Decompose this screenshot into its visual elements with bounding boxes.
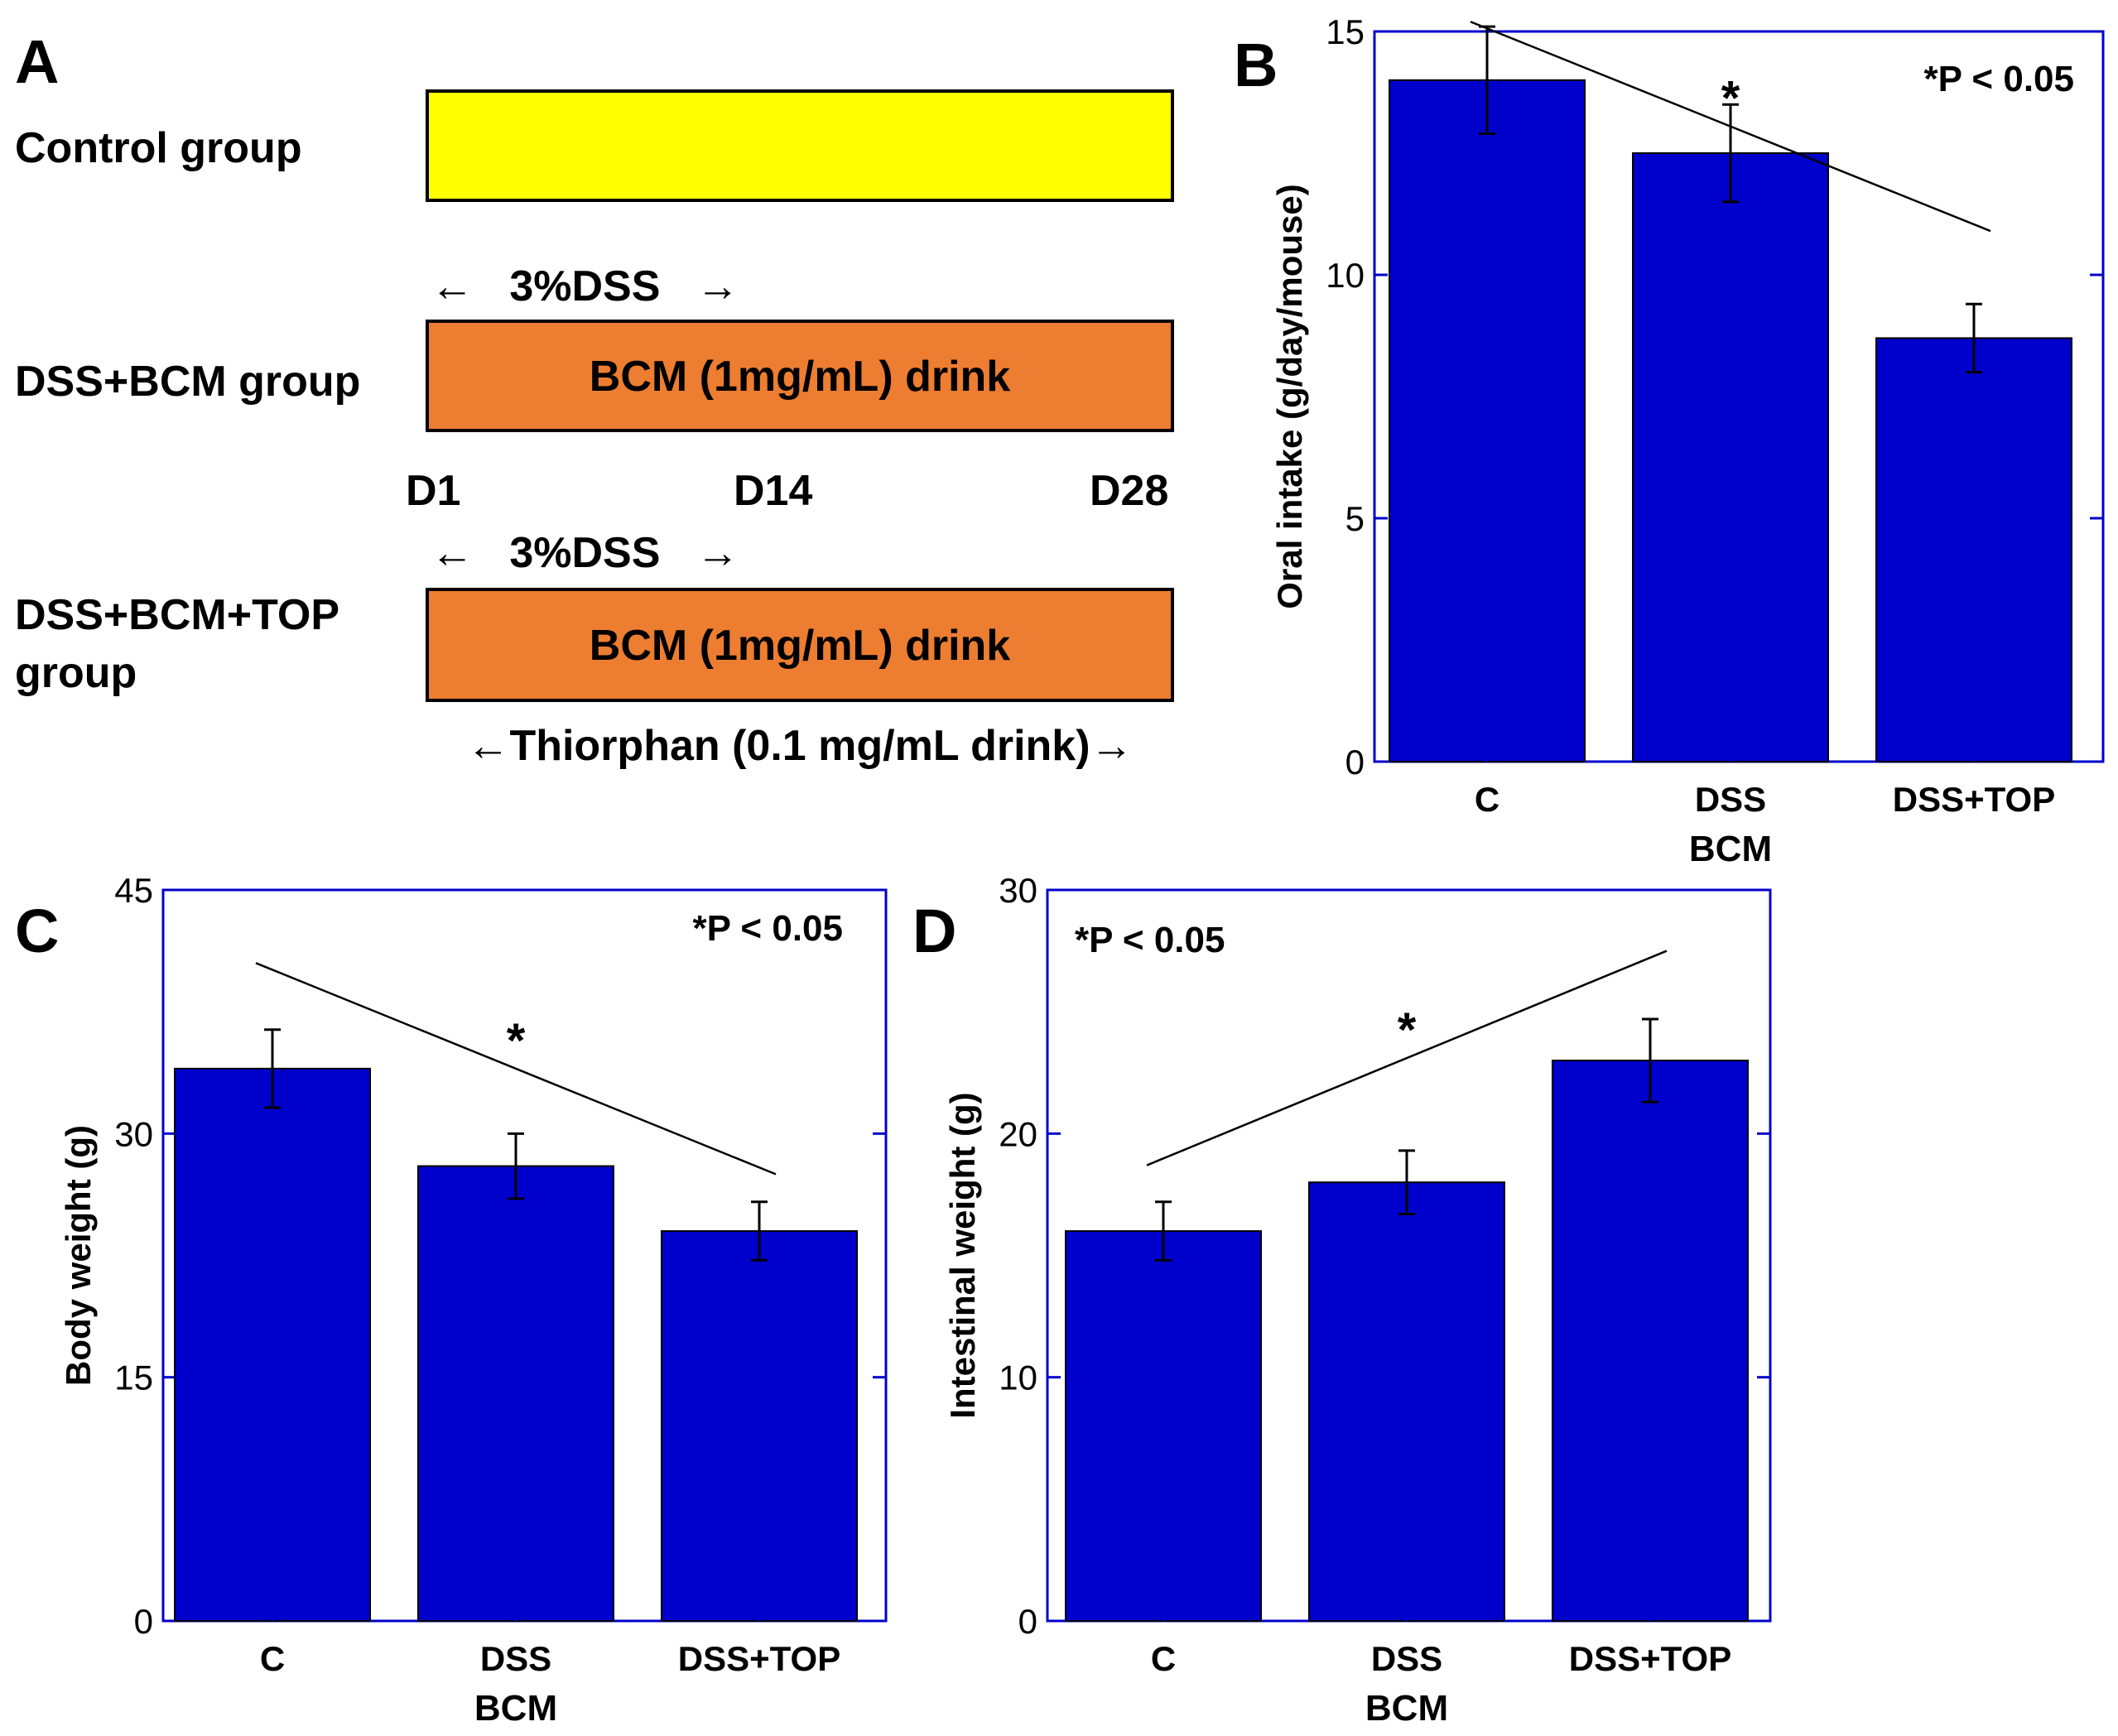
x-tick-label-b-0: C	[1475, 780, 1499, 819]
bar-d-1	[1308, 1181, 1505, 1622]
p-value-annotation-b: *P < 0.05	[1924, 59, 2074, 99]
significance-line-c	[255, 962, 777, 1176]
p-value-annotation-c: *P < 0.05	[693, 908, 843, 949]
y-tick-label-d-1: 10	[999, 1359, 1037, 1397]
chart-panel-d: D 0 10 20 30 C DSS DSS+TOP BCM Intestinal weight…	[912, 871, 1772, 1729]
bar-d-0	[1065, 1230, 1262, 1622]
dss-period-label-1: ← 3%DSS →	[431, 262, 739, 310]
y-axis-label-c: Body weight (g)	[59, 1125, 98, 1386]
y-tick-label-c-0: 0	[134, 1602, 153, 1641]
day-label-d14: D14	[734, 467, 812, 515]
group-label-control: Control group	[15, 124, 302, 172]
panel-label-c: C	[15, 897, 59, 965]
significance-line-b	[1470, 21, 1991, 233]
chart-panel-c: C 0 15 30 45 C DSS DSS+TOP BCM Body weight (g) *P…	[15, 871, 888, 1729]
bar-b-0	[1389, 79, 1586, 763]
significance-star-d: *	[1398, 1003, 1417, 1057]
x-tick-label-d-0: C	[1151, 1639, 1176, 1678]
y-tick-label-d-0: 0	[1018, 1602, 1037, 1641]
p-value-annotation-d: *P < 0.05	[1075, 920, 1225, 960]
x-tick-label-c-2: DSS+TOP	[678, 1639, 840, 1678]
group-label-dss-bcm-top-line2: group	[15, 649, 137, 697]
day-label-d28: D28	[1090, 467, 1168, 515]
dss-bcm-top-group-bar	[426, 588, 1174, 702]
bar-c-0	[174, 1067, 371, 1623]
bar-c-1	[417, 1165, 614, 1622]
x-tick-label-b-1: DSS	[1695, 780, 1766, 819]
y-tick-label-b-3: 15	[1326, 12, 1365, 51]
group-label-dss-bcm-top-line1: DSS+BCM+TOP	[15, 591, 339, 639]
y-tick-label-b-0: 0	[1345, 743, 1365, 781]
panel-label-b: B	[1234, 31, 1278, 99]
y-axis-label-d: Intestinal weight (g)	[943, 1092, 982, 1418]
dss-period-label-2: ← 3%DSS →	[431, 529, 739, 577]
bar-d-2	[1552, 1060, 1749, 1622]
y-tick-label-b-1: 5	[1345, 499, 1365, 538]
x-axis-label-c: BCM	[474, 1688, 557, 1729]
x-tick-label-c-0: C	[260, 1639, 285, 1678]
bar-b-1	[1632, 152, 1829, 762]
significance-star-b: *	[1721, 72, 1740, 126]
x-tick-label-c-1: DSS	[480, 1639, 551, 1678]
significance-line-d	[1146, 950, 1668, 1166]
thiorphan-period-label: ←Thiorphan (0.1 mg/mL drink)→	[466, 722, 1133, 770]
dss-bcm-top-bar-text: BCM (1mg/mL) drink	[590, 622, 1011, 670]
y-tick-label-d-3: 30	[999, 871, 1037, 910]
significance-star-c: *	[507, 1014, 526, 1068]
chart-panel-b: B 0 5 10 15 C DSS DSS+TOP BCM Oral intake (g/day…	[1234, 12, 2105, 869]
panel-a-protocol: A Control group ← 3%DSS → DSS+BCM group …	[15, 27, 1174, 770]
bar-c-2	[661, 1230, 858, 1622]
y-tick-label-d-2: 20	[999, 1114, 1037, 1153]
bar-b-2	[1875, 337, 2072, 762]
x-tick-label-d-1: DSS	[1371, 1639, 1442, 1678]
x-tick-label-d-2: DSS+TOP	[1569, 1639, 1731, 1678]
dss-bcm-bar-text: BCM (1mg/mL) drink	[590, 353, 1011, 401]
y-axis-label-b: Oral intake (g/day/mouse)	[1270, 184, 1309, 608]
x-axis-label-d: BCM	[1365, 1688, 1448, 1729]
x-tick-label-b-2: DSS+TOP	[1893, 780, 2055, 819]
day-label-d1: D1	[406, 467, 460, 515]
control-group-bar	[426, 89, 1174, 202]
x-axis-label-b: BCM	[1689, 829, 1772, 869]
group-label-dss-bcm: DSS+BCM group	[15, 358, 360, 406]
y-tick-label-c-3: 45	[114, 871, 153, 910]
y-tick-label-c-2: 30	[114, 1114, 153, 1153]
y-tick-label-b-2: 10	[1326, 256, 1365, 295]
dss-bcm-group-bar	[426, 320, 1174, 432]
y-tick-label-c-1: 15	[114, 1359, 153, 1397]
panel-label-d: D	[912, 897, 956, 965]
panel-label-a: A	[15, 27, 59, 96]
